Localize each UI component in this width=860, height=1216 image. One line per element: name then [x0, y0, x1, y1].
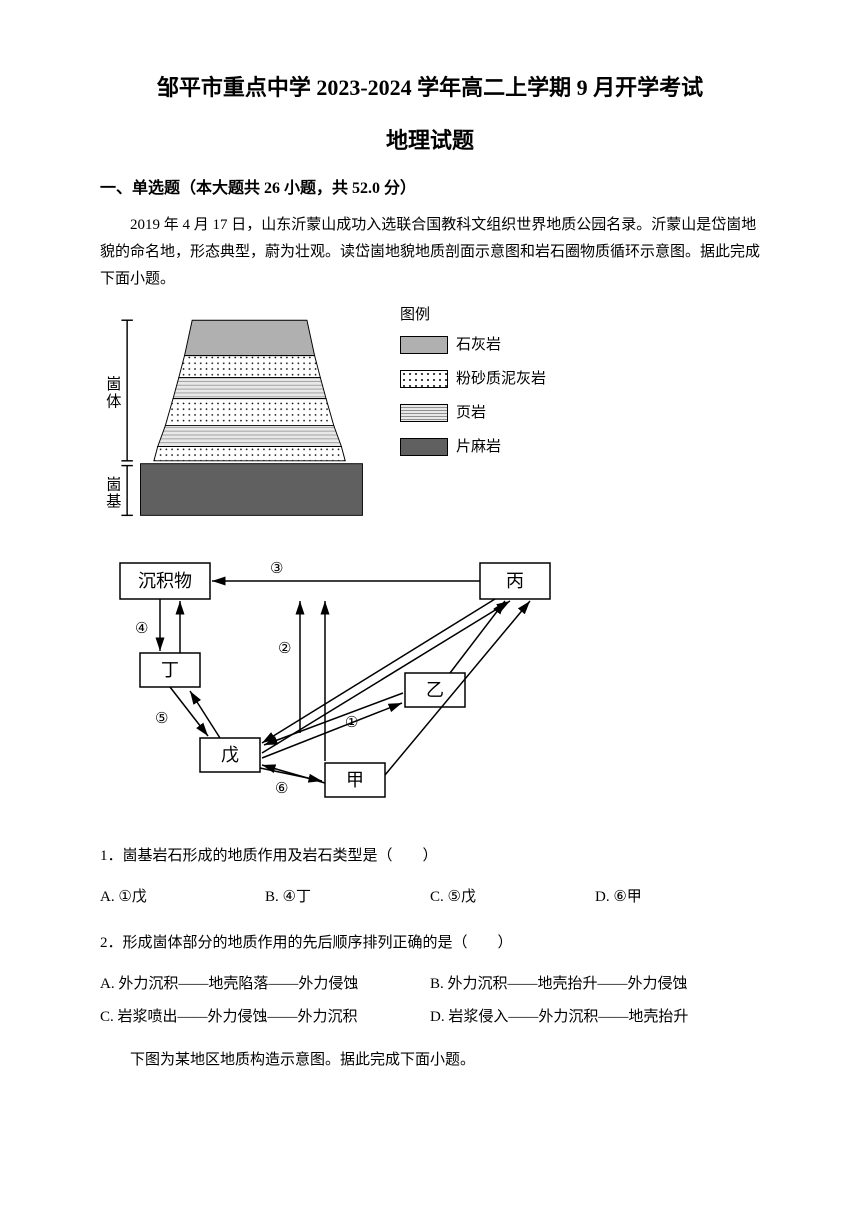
- cross-section-svg: 崮体 崮基: [100, 303, 380, 523]
- legend-label: 页岩: [456, 401, 486, 425]
- label-body: 崮体: [106, 376, 121, 410]
- edge-6: ⑥: [275, 781, 288, 797]
- cycle-svg: 沉积物 丙 丁 乙 戊 甲 ③ ④ ② ⑤ ①: [100, 543, 580, 803]
- q2-opt-b[interactable]: B. 外力沉积——地壳抬升——外力侵蚀: [430, 968, 760, 1001]
- intro-paragraph: 2019 年 4 月 17 日，山东沂蒙山成功入选联合国教科文组织世界地质公园名…: [100, 212, 760, 293]
- section-header: 一、单选题（本大题共 26 小题，共 52.0 分）: [100, 176, 760, 202]
- q1-opt-c[interactable]: C. ⑤戊: [430, 881, 595, 914]
- node-sediment: 沉积物: [138, 571, 192, 591]
- edge-1: ①: [345, 715, 358, 731]
- legend-limestone: 石灰岩: [400, 333, 546, 357]
- legend-label: 粉砂质泥灰岩: [456, 367, 546, 391]
- q1-opt-b[interactable]: B. ④丁: [265, 881, 430, 914]
- edge-3: ③: [270, 561, 283, 577]
- legend-siltstone: 粉砂质泥灰岩: [400, 367, 546, 391]
- legend-label: 石灰岩: [456, 333, 501, 357]
- q2-opt-d[interactable]: D. 岩浆侵入——外力沉积——地壳抬升: [430, 1001, 760, 1034]
- legend-block: 图例 石灰岩 粉砂质泥灰岩 页岩 片麻岩: [400, 303, 546, 469]
- q1-stem: 1．崮基岩石形成的地质作用及岩石类型是（ ）: [100, 841, 760, 871]
- legend-title: 图例: [400, 303, 546, 327]
- node-jia: 甲: [346, 770, 364, 790]
- q2-opt-c[interactable]: C. 岩浆喷出——外力侵蚀——外力沉积: [100, 1001, 430, 1034]
- closing-text: 下图为某地区地质构造示意图。据此完成下面小题。: [100, 1048, 760, 1072]
- node-ding: 丁: [161, 660, 179, 680]
- q1-opt-a[interactable]: A. ①戊: [100, 881, 265, 914]
- edge-4: ④: [135, 621, 148, 637]
- page-title-sub: 地理试题: [100, 123, 760, 158]
- legend-gneiss: 片麻岩: [400, 435, 546, 459]
- node-bing: 丙: [506, 571, 524, 591]
- figure-cycle: 沉积物 丙 丁 乙 戊 甲 ③ ④ ② ⑤ ①: [100, 543, 760, 811]
- node-wu: 戊: [221, 745, 239, 765]
- figure-cross-section-row: 崮体 崮基 图例 石灰岩 粉砂质泥灰岩 页岩: [100, 303, 760, 523]
- legend-label: 片麻岩: [456, 435, 501, 459]
- q2-stem: 2．形成崮体部分的地质作用的先后顺序排列正确的是（ ）: [100, 928, 760, 958]
- label-base: 崮基: [106, 476, 121, 510]
- node-yi: 乙: [426, 680, 444, 700]
- q2-opt-a[interactable]: A. 外力沉积——地壳陷落——外力侵蚀: [100, 968, 430, 1001]
- q2-options: A. 外力沉积——地壳陷落——外力侵蚀 B. 外力沉积——地壳抬升——外力侵蚀 …: [100, 968, 760, 1034]
- page-title-main: 邹平市重点中学 2023-2024 学年高二上学期 9 月开学考试: [100, 70, 760, 105]
- legend-shale: 页岩: [400, 401, 546, 425]
- q1-options: A. ①戊 B. ④丁 C. ⑤戊 D. ⑥甲: [100, 881, 760, 914]
- edge-2: ②: [278, 641, 291, 657]
- q1-opt-d[interactable]: D. ⑥甲: [595, 881, 760, 914]
- edge-5: ⑤: [155, 711, 168, 727]
